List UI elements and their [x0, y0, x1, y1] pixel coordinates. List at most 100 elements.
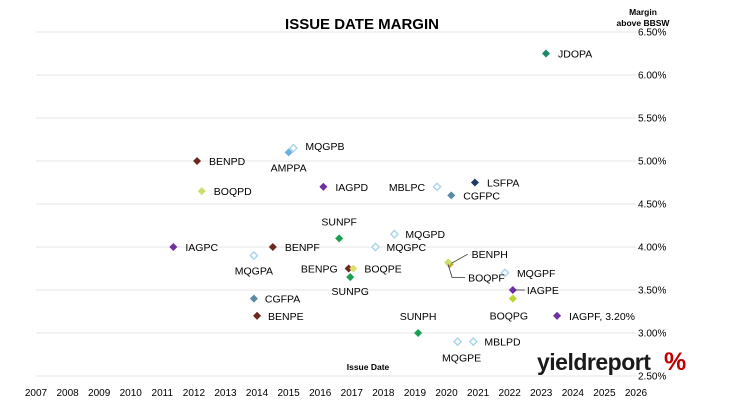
point-label: SUNPH: [400, 311, 437, 323]
data-point: [249, 294, 258, 303]
y-tick-label: 3.50%: [638, 286, 666, 297]
x-tick-label: 2019: [404, 388, 427, 399]
point-label: MQGPC: [386, 242, 426, 254]
y-tick-label: 6.00%: [638, 71, 666, 82]
point-label: IAGPE: [527, 285, 559, 297]
data-point: [508, 294, 517, 303]
y-tick-label: 5.50%: [638, 114, 666, 125]
data-point: [470, 178, 479, 187]
leader-line: [451, 253, 468, 264]
x-tick-label: 2014: [246, 388, 269, 399]
data-point: [553, 311, 562, 320]
leader-line: [447, 264, 466, 278]
y-axis-label-line1: Margin: [629, 7, 657, 17]
chart-title: ISSUE DATE MARGIN: [285, 16, 439, 33]
x-tick-label: 2017: [341, 388, 364, 399]
point-label: BENPE: [268, 311, 304, 323]
data-point: [414, 328, 423, 338]
data-point: [389, 229, 400, 239]
point-label: MQGPF: [517, 268, 556, 280]
point-label: BENPH: [472, 249, 508, 261]
logo-percent-icon: %: [664, 348, 686, 376]
y-tick-label: 4.50%: [638, 200, 666, 211]
y-tick-label: 4.00%: [638, 243, 666, 254]
point-labels: JDOPA MQGPB AMPPA BENPD IAGPD BOQPD MBLPC LSFPA…: [185, 49, 635, 365]
point-label: JDOPA: [558, 49, 592, 61]
data-point: [319, 182, 328, 191]
x-tick-label: 2018: [372, 388, 395, 399]
point-label: MBLPC: [389, 182, 426, 194]
data-point: [253, 311, 262, 320]
x-tick-label: 2026: [625, 388, 648, 399]
y-axis-label-line2: above BBSW: [617, 18, 671, 28]
x-axis-ticks: 2007 2008 2009 2010 2011 2012 2013 2014 2015 2016…: [25, 388, 648, 399]
y-tick-label: 6.50%: [638, 28, 666, 39]
y-tick-label: 5.00%: [638, 157, 666, 168]
point-label: BENPF: [285, 242, 320, 254]
point-label: AMPPA: [271, 162, 307, 174]
x-tick-label: 2024: [562, 388, 585, 399]
point-label: MQGPD: [405, 229, 445, 241]
point-label: MQGPE: [442, 353, 481, 365]
x-tick-label: 2007: [25, 388, 48, 399]
data-point: [508, 285, 517, 295]
point-label: BENPD: [209, 156, 246, 168]
x-tick-label: 2015: [278, 388, 301, 399]
point-label: CGFPC: [463, 190, 500, 202]
data-point: [169, 242, 178, 252]
data-point: [452, 337, 463, 347]
point-label: BOQPE: [364, 264, 401, 276]
x-tick-label: 2008: [56, 388, 79, 399]
point-label: MQGPB: [305, 141, 344, 153]
data-point: [335, 234, 344, 243]
data-point: [541, 49, 551, 58]
data-point: [447, 191, 456, 200]
point-label: BOQPD: [214, 186, 252, 198]
leader-lines: [447, 253, 525, 291]
data-points: [169, 49, 562, 347]
point-label: IAGPD: [335, 182, 368, 194]
point-label: MBLPD: [484, 337, 521, 349]
x-tick-label: 2025: [593, 388, 616, 399]
x-tick-label: 2011: [152, 388, 174, 399]
data-point: [249, 251, 259, 261]
x-tick-label: 2012: [183, 388, 206, 399]
x-tick-label: 2009: [88, 388, 111, 399]
point-label: IAGPF, 3.20%: [569, 311, 635, 323]
gridlines: [36, 31, 636, 377]
point-label: BOQPG: [490, 311, 529, 323]
x-tick-label: 2020: [435, 388, 458, 399]
point-label: CGFPA: [265, 294, 300, 306]
x-tick-label: 2013: [214, 388, 237, 399]
x-tick-label: 2023: [530, 388, 553, 399]
data-point: [288, 143, 298, 153]
x-tick-label: 2016: [309, 388, 332, 399]
point-label: MQGPA: [235, 266, 273, 278]
y-axis-ticks: 2.50% 3.00% 3.50% 4.00% 4.50% 5.00% 5.50% 6.00%…: [638, 28, 666, 383]
x-axis-label: Issue Date: [347, 362, 390, 372]
x-tick-label: 2021: [467, 388, 490, 399]
y-tick-label: 2.50%: [638, 372, 666, 383]
logo-text: yieldreport: [537, 349, 651, 375]
data-point: [284, 148, 293, 157]
x-tick-label: 2022: [499, 388, 522, 399]
yieldreport-logo: yieldreport %: [537, 348, 686, 376]
x-tick-label: 2010: [120, 388, 143, 399]
point-label: SUNPG: [332, 286, 369, 298]
data-point: [346, 273, 355, 282]
point-label: IAGPC: [185, 242, 218, 254]
data-point: [468, 337, 478, 347]
data-point: [432, 182, 442, 192]
data-point: [268, 242, 277, 252]
point-label: SUNPF: [321, 216, 357, 228]
point-label: LSFPA: [487, 178, 519, 190]
data-point: [370, 242, 381, 252]
data-point: [444, 258, 453, 267]
data-point: [193, 156, 202, 166]
data-point: [500, 268, 510, 278]
data-point: [349, 264, 358, 273]
point-label: BOQPF: [468, 272, 505, 284]
data-point: [197, 187, 206, 196]
y-tick-label: 3.00%: [638, 329, 666, 340]
